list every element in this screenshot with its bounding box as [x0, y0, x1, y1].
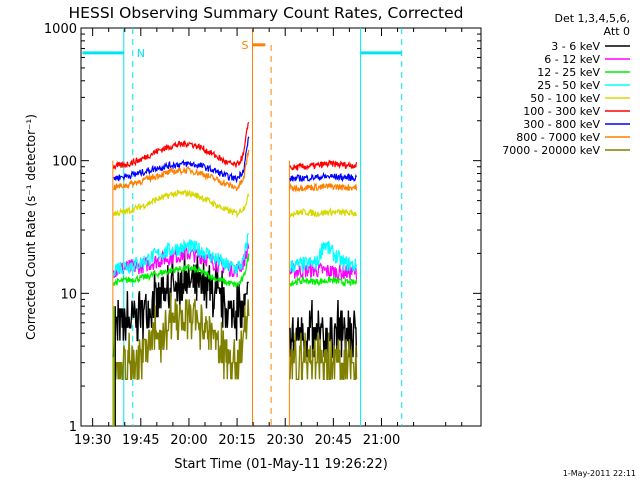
x-axis-label: Start Time (01-May-11 19:26:22) [174, 457, 388, 472]
legend-label: 7000 - 20000 keV [502, 144, 600, 157]
legend-label: 100 - 300 keV [523, 105, 600, 118]
legend-label: 800 - 7000 keV [516, 131, 600, 144]
chart-title: HESSI Observing Summary Count Rates, Cor… [69, 4, 464, 22]
series-line [113, 149, 250, 192]
series-line [289, 207, 358, 218]
series-line [289, 275, 358, 288]
legend-header-line-2: Att 0 [604, 25, 630, 38]
legend-label: 300 - 800 keV [523, 118, 600, 131]
legend-label: 25 - 50 keV [537, 79, 600, 92]
series-line [112, 188, 250, 219]
plot-frame [80, 27, 482, 427]
x-tick-label: 19:45 [122, 433, 159, 448]
series-line [113, 136, 250, 184]
y-tick-label: 1 [69, 420, 77, 435]
y-axis-label: Corrected Count Rate (s⁻¹ detector⁻¹) [24, 114, 38, 340]
y-tick-label: 100 [52, 155, 77, 170]
night-label: N [137, 47, 145, 60]
series-line [113, 292, 250, 380]
legend-label: 6 - 12 keV [544, 53, 600, 66]
x-tick-label: 20:30 [266, 433, 303, 448]
x-tick-label: 19:30 [74, 433, 111, 448]
legend-label: 3 - 6 keV [551, 40, 600, 53]
x-tick-label: 20:00 [170, 433, 207, 448]
series-line [289, 171, 358, 183]
series-line [289, 332, 358, 380]
series-line [112, 232, 250, 278]
x-tick-label: 20:15 [218, 433, 255, 448]
x-tick-label: 21:00 [363, 433, 400, 448]
y-tick-label: 1000 [44, 22, 77, 37]
legend-label: 50 - 100 keV [530, 92, 600, 105]
series-line [112, 247, 249, 358]
plot-area [82, 28, 403, 426]
series-line [112, 121, 250, 171]
y-tick-label: 10 [60, 287, 77, 302]
saa-label: S [241, 39, 248, 52]
series-line [289, 262, 358, 281]
series-line [289, 240, 358, 274]
legend-label: 12 - 25 keV [537, 66, 600, 79]
series-line [289, 182, 358, 194]
footer-date: 1-May-2011 22:11 [563, 469, 636, 478]
legend-header-line-1: Det 1,3,4,5,6, [554, 12, 630, 25]
x-tick-label: 20:45 [315, 433, 352, 448]
series-line [289, 159, 358, 171]
series-line [112, 253, 250, 288]
